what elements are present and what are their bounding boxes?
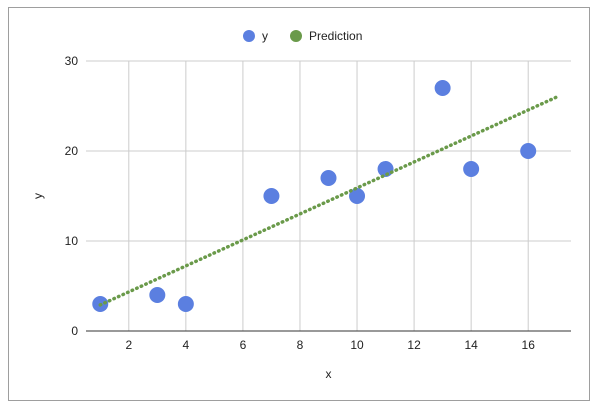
data-point: [263, 188, 280, 204]
y-tick-label: 10: [65, 234, 79, 248]
y-tick-label: 20: [65, 144, 79, 158]
x-tick-label: 12: [407, 338, 421, 352]
x-tick-label: 4: [183, 338, 190, 352]
series-prediction: [98, 95, 559, 307]
x-tick-label: 16: [522, 338, 536, 352]
y-axis-title: y: [31, 193, 45, 199]
data-point: [463, 161, 480, 177]
data-point: [177, 296, 194, 312]
legend-marker: [243, 30, 255, 42]
series-layer: [92, 80, 559, 312]
legend-label: Prediction: [309, 29, 362, 43]
data-point: [349, 188, 366, 204]
x-tick-label: 10: [350, 338, 364, 352]
y-tick-label: 0: [71, 324, 78, 338]
legend-item: Prediction: [290, 29, 362, 43]
legend-item: y: [243, 29, 268, 43]
legend: y Prediction: [243, 29, 362, 43]
data-point: [434, 80, 451, 96]
x-tick-label: 6: [240, 338, 247, 352]
data-point: [377, 161, 394, 177]
data-point: [520, 143, 537, 159]
data-point: [320, 170, 337, 186]
prediction-line: [98, 95, 559, 307]
legend-marker: [290, 30, 302, 42]
legend-label: y: [262, 29, 268, 43]
x-tick-label: 2: [125, 338, 132, 352]
x-axis-title: x: [326, 367, 332, 381]
data-point: [149, 287, 166, 303]
x-tick-label: 14: [464, 338, 478, 352]
chart-frame: [8, 7, 590, 401]
axes: 0 10 20 30 2 4 6 8 10 12 14 16: [65, 54, 571, 352]
y-tick-label: 30: [65, 54, 79, 68]
grid-lines: [86, 60, 571, 331]
x-tick-label: 8: [297, 338, 304, 352]
